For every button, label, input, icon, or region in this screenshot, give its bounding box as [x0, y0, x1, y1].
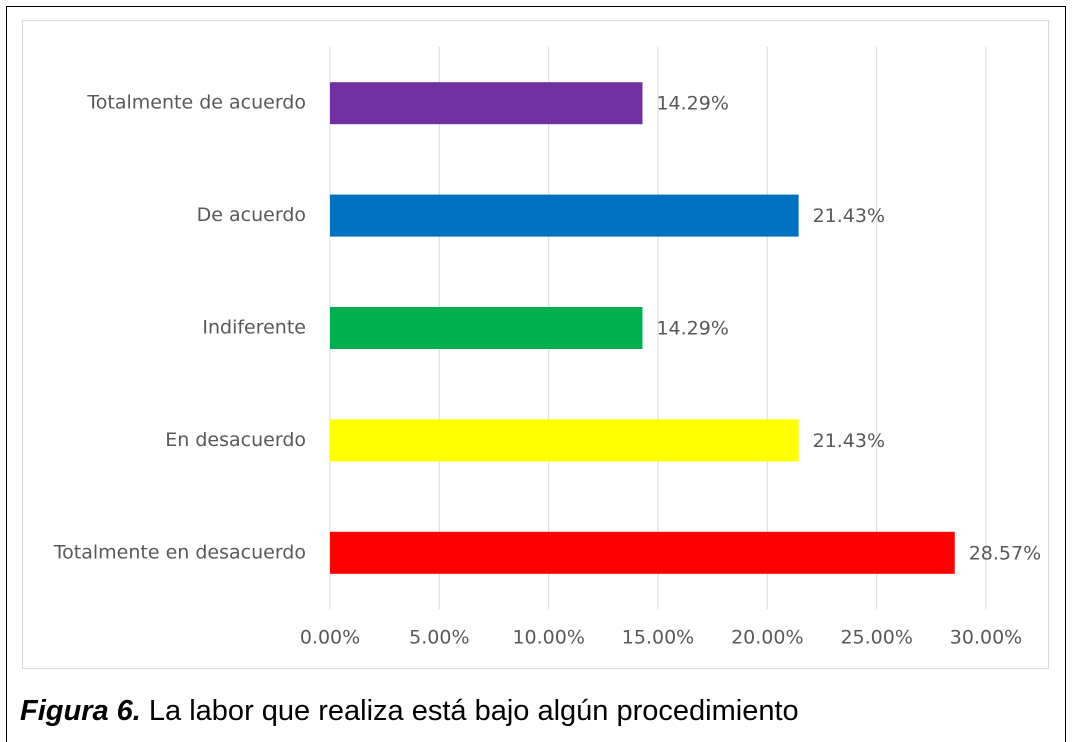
x-tick-label: 15.00% — [622, 627, 694, 649]
y-tick-label: En desacuerdo — [165, 429, 306, 451]
y-tick-label: De acuerdo — [197, 204, 306, 226]
bar — [330, 194, 799, 237]
x-tick-label: 20.00% — [731, 627, 803, 649]
x-tick-label: 0.00% — [300, 627, 360, 649]
value-label: 14.29% — [656, 318, 728, 340]
value-label: 28.57% — [969, 542, 1041, 564]
value-label: 14.29% — [656, 93, 728, 115]
caption-label: Figura 6. — [20, 695, 141, 727]
bar — [330, 82, 643, 125]
value-label: 21.43% — [813, 430, 885, 452]
x-tick-label: 30.00% — [950, 627, 1022, 649]
y-tick-label: Totalmente de acuerdo — [86, 92, 306, 114]
x-tick-label: 25.00% — [840, 627, 912, 649]
bar — [330, 307, 643, 349]
caption: Figura 6. La labor que realiza está bajo… — [20, 695, 799, 727]
bar — [330, 531, 955, 574]
caption-text: La labor que realiza está bajo algún pro… — [149, 695, 799, 727]
frame — [6, 6, 1066, 742]
bar — [330, 419, 799, 462]
x-tick-label: 5.00% — [409, 627, 469, 649]
y-tick-label: Totalmente en desacuerdo — [53, 541, 306, 563]
value-label: 21.43% — [813, 205, 885, 227]
y-tick-label: Indiferente — [202, 317, 306, 339]
x-tick-label: 10.00% — [512, 627, 584, 649]
